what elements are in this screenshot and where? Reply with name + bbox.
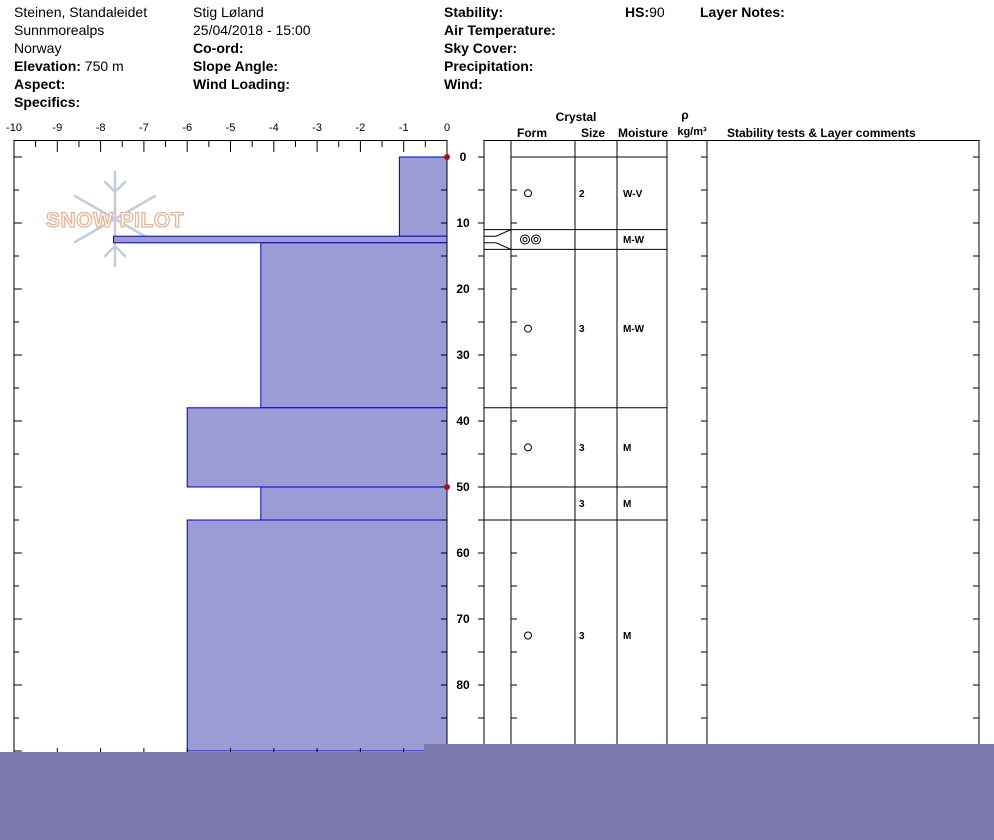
sky-cover-label: Sky Cover: (444, 40, 518, 56)
stability-label: Stability: (444, 4, 504, 20)
layer-table-frame (483, 140, 980, 761)
hardness-bar-0 (398, 156, 448, 237)
hardness-bars (113, 156, 448, 752)
x-tick-label-3: -7 (139, 122, 149, 134)
y-tick-label-3: 30 (456, 348, 470, 362)
layer-notes-label: Layer Notes: (700, 4, 785, 20)
chart-frames (13, 140, 980, 761)
aspect-label: Aspect: (14, 76, 66, 92)
y-tick-label-4: 40 (456, 414, 470, 428)
x-tick-label-5: -5 (226, 122, 236, 134)
snowpilot-watermark: SNOW PILOT (45, 170, 184, 268)
rounded-grain-icon (524, 631, 532, 640)
footer-band (0, 752, 994, 840)
depth-axis: 0 10 20 30 40 50 60 70 80 (14, 150, 979, 752)
hs: HS:90 (625, 3, 665, 21)
profile-markers (444, 154, 450, 490)
x-tick-label-6: -4 (269, 122, 279, 134)
x-tick-label-7: -3 (312, 122, 322, 134)
hardness-bar-5 (186, 519, 448, 752)
slope-angle-label: Slope Angle: (193, 58, 279, 74)
y-tick-label-2: 20 (456, 282, 470, 296)
wind-label: Wind: (444, 76, 483, 92)
watermark-text: SNOW PILOT (46, 209, 184, 232)
y-tick-label-0: 0 (460, 150, 467, 164)
x-tick-label-4: -6 (182, 122, 192, 134)
column-headers: Crystal Form Size Moisture ρ kg/m³ Stabi… (517, 108, 916, 140)
x-tick-label-10: 0 (444, 122, 450, 134)
thin-layer-connector-bottom (484, 242, 512, 250)
y-tick-label-6: 60 (456, 546, 470, 560)
rounded-grain-icon (524, 189, 532, 198)
x-tick-label-9: -1 (399, 122, 409, 134)
melt-form-icon (531, 234, 541, 245)
melt-form-icon (520, 234, 530, 245)
y-tick-label-7: 70 (456, 612, 470, 626)
crystal-header: Crystal (556, 110, 597, 124)
rho-header: ρ (681, 108, 688, 122)
hardness-bar-1 (113, 235, 448, 244)
layer-size-5: 3 (579, 631, 585, 642)
footer-notch (424, 744, 994, 754)
x-tick-label-2: -8 (96, 122, 106, 134)
melt-form-inner-icon (533, 237, 539, 242)
hardness-bar-4 (260, 486, 448, 521)
thin-layer-connector-top (484, 229, 512, 237)
size-header: Size (581, 126, 605, 140)
hs-value: 90 (649, 4, 665, 20)
layer-size-2: 3 (579, 324, 585, 335)
precipitation-label: Precipitation: (444, 58, 534, 74)
snowflake-icon (73, 170, 157, 268)
layer-rows: 2 W-V M-W 3 M-W 3 M 3 M 3 M (484, 156, 667, 642)
y-tick-label-8: 80 (456, 678, 470, 692)
test-marker-0 (444, 154, 450, 160)
hardness-bar-3 (186, 407, 448, 488)
specifics-label: Specifics: (14, 94, 81, 110)
layer-size-0: 2 (579, 189, 585, 200)
layer-moisture-4: M (623, 499, 631, 510)
rounded-grain-icon (524, 324, 532, 333)
comments-header: Stability tests & Layer comments (727, 126, 916, 140)
rounded-grain-icon (524, 443, 532, 452)
melt-form-inner-icon (522, 237, 528, 242)
x-tick-label-8: -2 (356, 122, 366, 134)
y-tick-label-5: 50 (456, 480, 470, 494)
elevation-label: Elevation: (14, 58, 81, 74)
layer-moisture-1: M-W (623, 235, 645, 246)
observer-name: Stig Løland (193, 4, 264, 20)
observation-datetime: 25/04/2018 - 15:00 (193, 22, 311, 38)
elevation-value: 750 m (84, 58, 124, 74)
density-unit-header: kg/m³ (677, 126, 707, 138)
location-name: Steinen, Standaleidet (14, 4, 148, 20)
layer-size-3: 3 (579, 443, 585, 454)
layer-moisture-3: M (623, 443, 631, 454)
x-tick-label-1: -9 (52, 122, 62, 134)
coord-label: Co-ord: (193, 40, 244, 56)
wind-loading-label: Wind Loading: (193, 76, 291, 92)
test-marker-1 (444, 484, 450, 490)
moisture-header: Moisture (618, 126, 668, 140)
form-header: Form (517, 126, 547, 140)
range-name: Sunnmorealps (14, 22, 105, 38)
y-tick-label-1: 10 (456, 216, 470, 230)
air-temperature-label: Air Temperature: (444, 22, 556, 38)
elevation: Elevation: 750 m (14, 57, 124, 75)
layer-moisture-0: W-V (623, 189, 643, 200)
layer-moisture-5: M (623, 631, 631, 642)
hardness-bar-2 (260, 242, 448, 409)
layer-moisture-2: M-W (623, 324, 645, 335)
hs-label: HS: (625, 4, 650, 20)
x-tick-label-0: -10 (6, 122, 22, 134)
country-name: Norway (14, 40, 62, 56)
layer-size-4: 3 (579, 499, 585, 510)
